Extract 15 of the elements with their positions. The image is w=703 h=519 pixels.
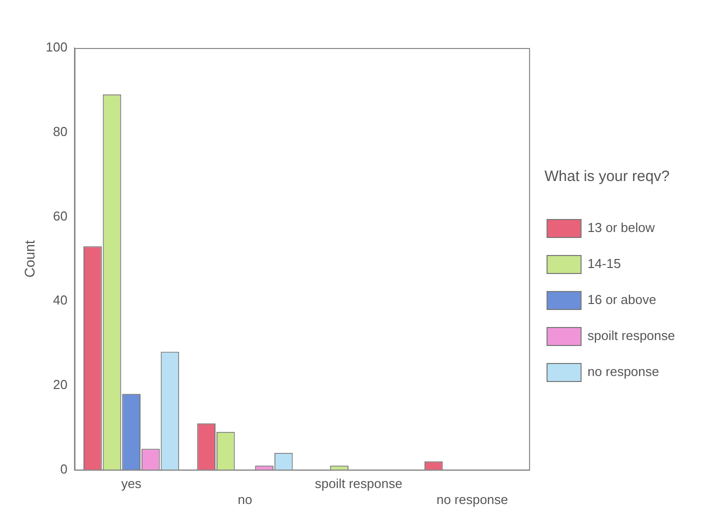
y-tick-label: 60 — [53, 208, 68, 224]
y-axis-title: Count — [21, 240, 38, 278]
y-tick-label: 100 — [46, 40, 68, 55]
legend-label: 16 or above — [588, 292, 656, 308]
x-tick-label: no — [238, 492, 252, 507]
legend-label: no response — [588, 364, 660, 380]
y-tick-label: 20 — [53, 377, 68, 392]
legend-label: 13 or below — [588, 220, 656, 236]
legend-title: What is your reqv? — [544, 168, 670, 186]
y-tick-label: 40 — [53, 292, 68, 308]
x-tick-label: yes — [121, 476, 142, 492]
y-tick-label: 0 — [60, 461, 68, 476]
y-tick-label: 80 — [53, 124, 68, 139]
legend-label: spoilt response — [588, 328, 676, 344]
legend-label: 14-15 — [588, 256, 621, 272]
